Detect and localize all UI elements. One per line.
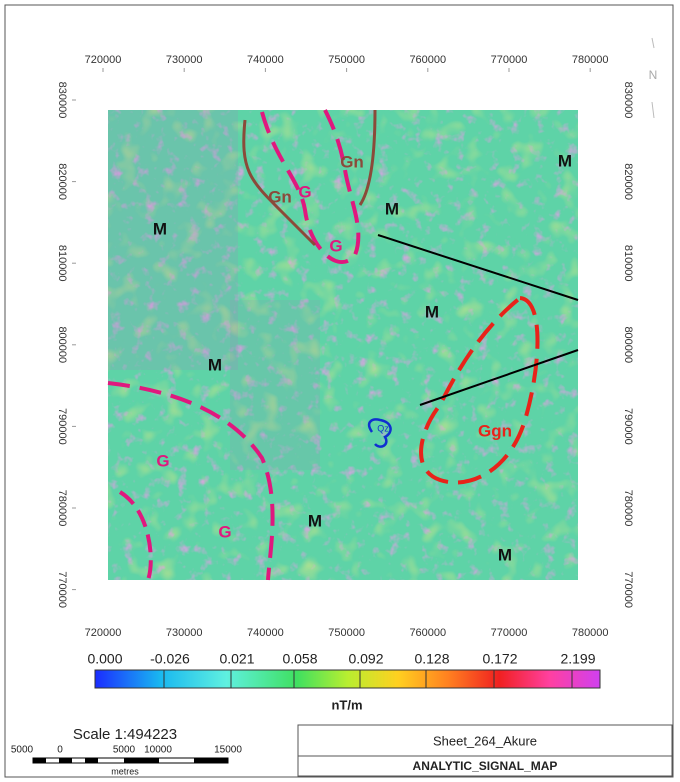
label-m: M <box>385 199 399 218</box>
label-g: G <box>329 236 342 255</box>
label-m: M <box>153 219 167 238</box>
x-tick-label-bottom: 730000 <box>166 627 203 639</box>
map-page: M M M M M M M G G G G Gn Gn Ggn Qz N 0.0… <box>0 0 680 782</box>
x-tick-label-bottom: 750000 <box>328 627 365 639</box>
y-tick-label-left: 830000 <box>56 82 68 119</box>
x-tick-label-top: 750000 <box>328 54 365 66</box>
label-m: M <box>208 355 222 374</box>
scale-tick-label: 0 <box>57 745 63 756</box>
x-tick-label-top: 760000 <box>409 54 446 66</box>
legend-class-label: 0.058 <box>282 651 317 667</box>
legend-class-label: 0.021 <box>219 651 254 667</box>
legend-class-label: 0.000 <box>87 651 122 667</box>
label-m: M <box>498 545 512 564</box>
y-tick-label-left: 790000 <box>56 408 68 445</box>
scale-tick-label: 15000 <box>214 745 242 756</box>
scale-tick-label: 5000 <box>113 745 136 756</box>
label-m: M <box>308 511 322 530</box>
legend-class-label: 0.092 <box>348 651 383 667</box>
x-tick-label-top: 740000 <box>247 54 284 66</box>
y-tick-label-right: 830000 <box>622 82 634 119</box>
legend-class-label: -0.026 <box>150 651 190 667</box>
legend-class-label: 0.172 <box>482 651 517 667</box>
scale-tick-label: 10000 <box>144 745 172 756</box>
label-g: G <box>218 522 231 541</box>
sheet-name: Sheet_264_Akure <box>433 733 537 748</box>
y-tick-label-right: 770000 <box>622 571 634 608</box>
y-tick-label-left: 800000 <box>56 326 68 363</box>
label-qz: Qz <box>377 423 389 433</box>
x-tick-label-top: 720000 <box>85 54 122 66</box>
scale-tick-label: 5000 <box>11 745 34 756</box>
label-g: G <box>298 182 311 201</box>
y-tick-label-right: 820000 <box>622 163 634 200</box>
y-tick-label-right: 800000 <box>622 326 634 363</box>
label-g: G <box>156 451 169 470</box>
north-label: N <box>649 68 658 82</box>
label-ggn: Ggn <box>478 421 512 440</box>
label-gn: Gn <box>268 187 292 206</box>
legend-class-label: 0.128 <box>414 651 449 667</box>
scale-unit: metres <box>111 766 139 776</box>
y-tick-label-left: 810000 <box>56 245 68 282</box>
label-m: M <box>558 151 572 170</box>
x-tick-label-top: 730000 <box>166 54 203 66</box>
x-tick-label-top: 770000 <box>491 54 528 66</box>
x-tick-label-bottom: 780000 <box>572 627 609 639</box>
y-tick-label-left: 820000 <box>56 163 68 200</box>
y-tick-label-right: 810000 <box>622 245 634 282</box>
y-tick-label-right: 780000 <box>622 490 634 527</box>
y-tick-label-left: 780000 <box>56 490 68 527</box>
x-tick-label-bottom: 760000 <box>409 627 446 639</box>
y-tick-label-right: 790000 <box>622 408 634 445</box>
label-m: M <box>425 302 439 321</box>
x-tick-label-top: 780000 <box>572 54 609 66</box>
color-bar <box>95 670 600 688</box>
label-gn: Gn <box>340 152 364 171</box>
map-name: ANALYTIC_SIGNAL_MAP <box>413 759 558 773</box>
legend-class-label: 2.199 <box>560 651 595 667</box>
x-tick-label-bottom: 740000 <box>247 627 284 639</box>
y-tick-label-left: 770000 <box>56 571 68 608</box>
legend-unit: nT/m <box>331 697 362 712</box>
scale-bar <box>33 758 228 763</box>
scale-title: Scale 1:494223 <box>73 726 177 743</box>
x-tick-label-bottom: 720000 <box>85 627 122 639</box>
x-tick-label-bottom: 770000 <box>491 627 528 639</box>
raster <box>108 110 578 580</box>
